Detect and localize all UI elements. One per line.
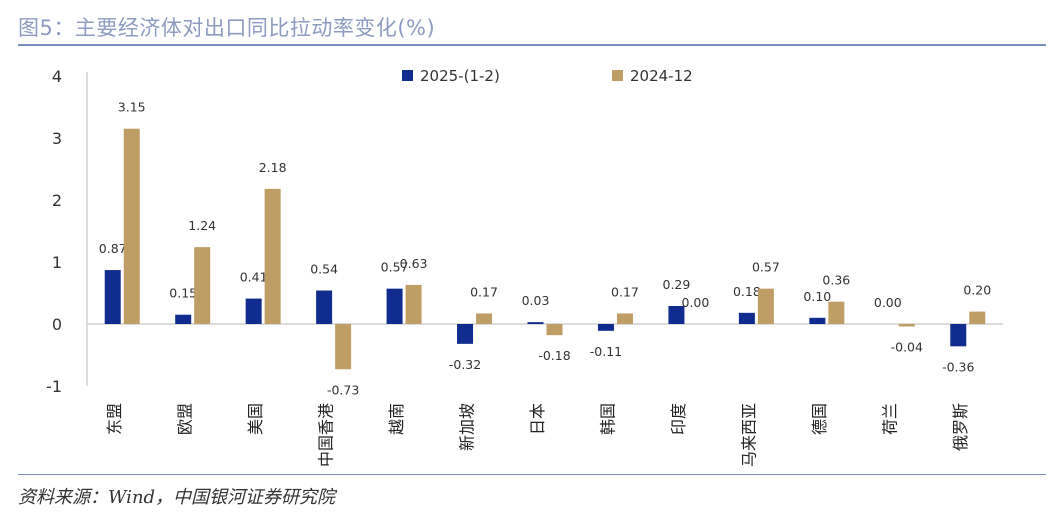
category-label: 欧盟 [176,403,195,435]
category-label: 美国 [246,403,265,435]
data-label: -0.18 [538,348,570,363]
category-label: 日本 [528,403,547,435]
bar-series1 [809,317,826,324]
bar-series2 [405,284,422,324]
bar-series2 [476,313,493,324]
data-label: 0.57 [381,260,409,275]
bar-series1 [245,298,262,324]
data-label: 3.15 [118,100,146,115]
data-label: -0.11 [590,344,622,359]
data-label: 0.29 [663,277,691,292]
bar-series1 [316,290,333,324]
bar-series1 [738,312,755,324]
data-label: 0.10 [803,289,831,304]
bar-series1 [527,322,544,324]
bar-series1 [457,324,474,344]
source-note: 资料来源：Wind，中国银河证券研究院 [18,487,336,508]
bar-series2 [264,188,281,324]
bar-series1 [104,270,121,324]
data-label: 0.17 [470,284,498,299]
category-label: 东盟 [105,403,124,435]
y-tick-label: 0 [52,315,62,334]
data-label: 0.18 [733,284,761,299]
category-label: 荷兰 [880,403,899,435]
data-label: 0.15 [169,286,197,301]
bar-series2 [616,313,633,324]
bar-series1 [597,324,614,331]
bar-series2 [757,288,774,324]
legend-swatch [612,70,623,81]
bar-series2 [828,301,845,324]
data-label: 0.20 [963,283,991,298]
data-label: -0.73 [327,382,359,397]
bar-series2 [969,311,986,324]
bar-series1 [950,324,967,347]
data-label: 0.41 [240,270,268,285]
category-label: 德国 [810,403,829,435]
data-label: -0.36 [942,359,974,374]
y-tick-label: 1 [52,253,62,272]
data-label: 0.00 [874,295,902,310]
y-tick-label: 3 [52,129,62,148]
data-label: 1.24 [188,218,216,233]
category-label: 印度 [669,403,688,435]
category-label: 俄罗斯 [951,403,970,451]
bar-chart: -1 0 1 2 3 4 0.87 3.15 东盟 0.15 1.24 欧盟 0.41 2.18 美国 0.5… [46,67,1003,467]
category-label: 韩国 [598,403,617,435]
data-label: 0.17 [611,284,639,299]
data-label: -0.04 [891,339,923,354]
data-label: 0.36 [822,273,850,288]
title-rule [18,44,1046,46]
data-label: 0.63 [400,256,428,271]
data-label: 0.03 [522,293,550,308]
bar-series1 [175,314,192,324]
data-label: 2.18 [259,160,287,175]
bar-series2 [123,128,140,324]
footer-rule [18,474,1046,475]
data-label: 0.54 [310,262,338,277]
category-label: 中国香港 [317,403,336,467]
y-tick-label: -1 [46,377,62,396]
bar-series1 [668,306,685,324]
y-tick-label: 4 [52,67,62,86]
category-label: 马来西亚 [739,403,758,467]
data-label: 0.57 [752,260,780,275]
bar-series1 [386,288,403,324]
bar-series2 [194,247,211,324]
data-label: -0.32 [449,357,481,372]
legend-label: 2024-12 [630,67,693,85]
legend-swatch [402,70,413,81]
data-label: 0.00 [682,295,710,310]
bar-series2 [546,324,563,336]
chart-title: 图5：主要经济体对出口同比拉动率变化(%) [18,16,436,40]
category-label: 越南 [387,403,406,435]
data-label: 0.87 [99,241,127,256]
y-tick-label: 2 [52,191,62,210]
bar-series2 [335,324,352,370]
bar-series2 [898,324,915,327]
legend-label: 2025-(1-2) [420,67,500,85]
category-label: 新加坡 [458,403,477,451]
